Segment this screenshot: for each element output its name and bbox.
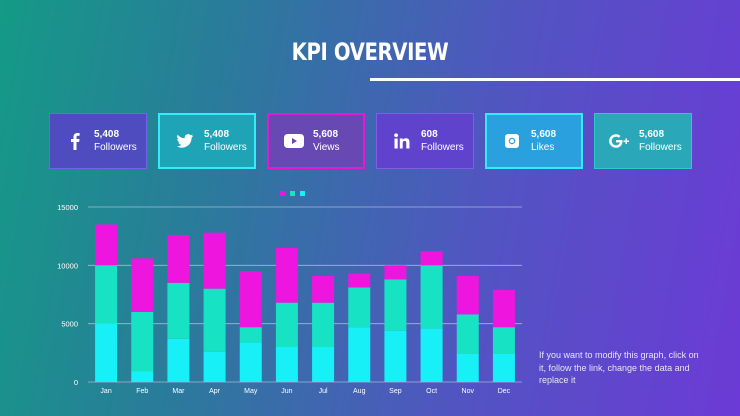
kpi-label: Views bbox=[313, 142, 340, 153]
bar-segment bbox=[420, 265, 443, 329]
bar-segment bbox=[384, 330, 407, 382]
kpi-card-instagram[interactable]: 5,608 Likes bbox=[485, 113, 583, 169]
linkedin-icon bbox=[385, 133, 419, 149]
bar-segment bbox=[348, 327, 371, 382]
bar-segment bbox=[312, 302, 335, 347]
x-tick-label: Aug bbox=[353, 388, 366, 395]
x-tick-label: May bbox=[244, 388, 258, 395]
youtube-icon bbox=[277, 134, 311, 148]
kpi-label: Followers bbox=[639, 142, 682, 153]
kpi-value: 5,608 bbox=[313, 129, 339, 140]
bar-segment bbox=[492, 327, 515, 354]
bar-segment bbox=[131, 312, 154, 372]
bar-segment bbox=[239, 342, 262, 382]
bar-segment bbox=[420, 328, 443, 382]
bar-segment bbox=[312, 347, 335, 382]
kpi-value: 5,408 bbox=[94, 129, 120, 140]
instruction-note: If you want to modify this graph, click … bbox=[539, 350, 699, 385]
kpi-card-linkedin[interactable]: 608 Followers bbox=[376, 113, 474, 169]
twitter-icon bbox=[168, 133, 202, 149]
title-underline bbox=[370, 78, 740, 81]
kpi-value: 5,608 bbox=[639, 129, 665, 140]
legend-swatch-series3 bbox=[280, 191, 285, 196]
bar-segment bbox=[348, 287, 371, 328]
bar-segment bbox=[203, 232, 226, 289]
legend-swatch-series1 bbox=[300, 191, 305, 196]
bar-segment bbox=[420, 251, 443, 266]
kpi-value: 5,608 bbox=[531, 129, 557, 140]
bar-segment bbox=[167, 235, 190, 283]
google-plus-icon bbox=[603, 134, 637, 148]
bar-segment bbox=[131, 371, 154, 382]
bar-segment bbox=[203, 288, 226, 352]
x-tick-label: Jun bbox=[281, 388, 292, 395]
kpi-label: Followers bbox=[204, 142, 247, 153]
bar-segment bbox=[239, 271, 262, 328]
bar-segment bbox=[348, 273, 371, 288]
bar-segment bbox=[384, 279, 407, 331]
bar-segment bbox=[167, 338, 190, 382]
bar-segment bbox=[203, 351, 226, 382]
bar-segment bbox=[95, 224, 118, 266]
kpi-label: Followers bbox=[94, 142, 137, 153]
bar-segment bbox=[492, 354, 515, 382]
x-tick-label: Jan bbox=[100, 388, 111, 395]
bar-segment bbox=[167, 282, 190, 339]
bar-segment bbox=[239, 327, 262, 343]
instagram-icon bbox=[495, 134, 529, 148]
page-title: KPI OVERVIEW bbox=[291, 38, 449, 66]
legend-swatch-series2 bbox=[290, 191, 295, 196]
y-tick-label: 15000 bbox=[57, 203, 78, 212]
bar-segment bbox=[312, 275, 335, 303]
bar-segment bbox=[275, 302, 298, 347]
x-tick-label: Jul bbox=[319, 388, 328, 395]
chart-legend bbox=[280, 191, 305, 196]
x-tick-label: Apr bbox=[209, 388, 221, 395]
bar-segment bbox=[384, 265, 407, 280]
bar-segment bbox=[275, 247, 298, 303]
bar-segment bbox=[492, 289, 515, 328]
y-tick-label: 10000 bbox=[57, 261, 78, 270]
bar-segment bbox=[95, 265, 118, 324]
x-tick-label: Feb bbox=[136, 388, 148, 395]
kpi-card-twitter[interactable]: 5,408 Followers bbox=[158, 113, 256, 169]
y-tick-label: 0 bbox=[74, 378, 78, 387]
facebook-icon bbox=[58, 132, 92, 150]
bar-segment bbox=[456, 354, 479, 382]
x-tick-label: Dec bbox=[498, 388, 511, 395]
x-tick-label: Sep bbox=[389, 388, 402, 395]
y-tick-label: 5000 bbox=[61, 320, 78, 329]
bar-segment bbox=[456, 275, 479, 315]
kpi-card-google-plus[interactable]: 5,608 Followers bbox=[594, 113, 692, 169]
bar-segment bbox=[95, 323, 118, 382]
x-tick-label: Mar bbox=[172, 388, 185, 395]
kpi-value: 5,408 bbox=[204, 129, 230, 140]
kpi-card-facebook[interactable]: 5,408 Followers bbox=[49, 113, 147, 169]
kpi-label: Followers bbox=[421, 142, 464, 153]
x-tick-label: Oct bbox=[426, 388, 437, 395]
kpi-card-youtube[interactable]: 5,608 Views bbox=[267, 113, 365, 169]
kpi-label: Likes bbox=[531, 142, 555, 153]
kpi-value: 608 bbox=[421, 129, 438, 140]
bar-segment bbox=[275, 347, 298, 382]
x-tick-label: Nov bbox=[462, 388, 475, 395]
bar-segment bbox=[456, 314, 479, 354]
bar-segment bbox=[131, 258, 154, 312]
